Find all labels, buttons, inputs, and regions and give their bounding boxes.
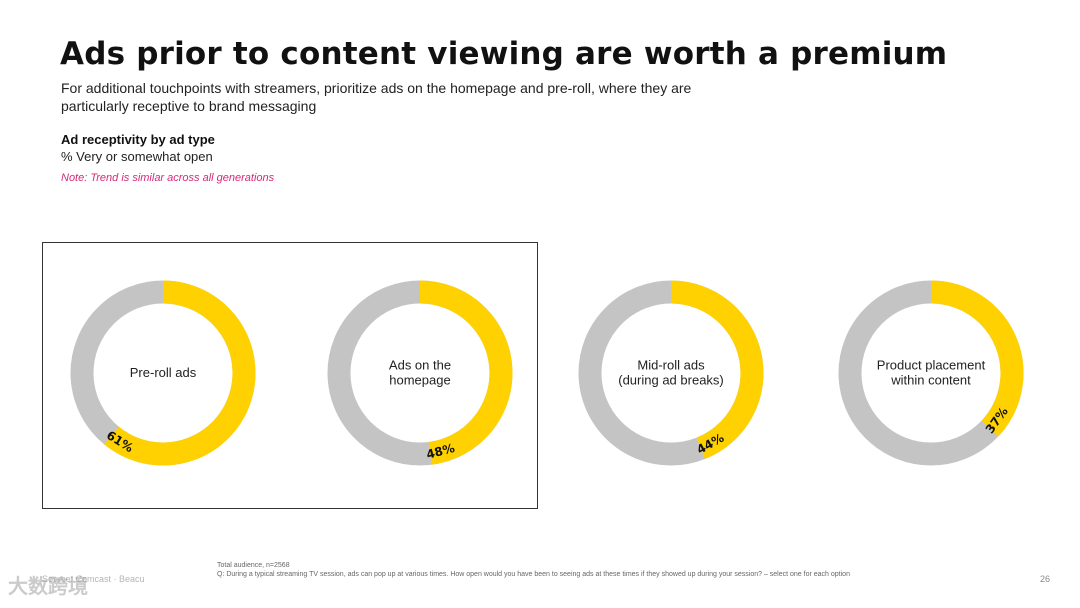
donut-category-label: homepage: [389, 373, 450, 388]
footnote-question: Q: During a typical streaming TV session…: [217, 571, 850, 578]
donut-category-label: within content: [890, 373, 971, 388]
page-number: 26: [1040, 574, 1051, 584]
donut-category-label: Product placement: [877, 358, 986, 373]
donut-category-label: Pre-roll ads: [130, 365, 197, 380]
donut-value-arc-product-placement-within-content: [930, 280, 1024, 437]
donut-value-arc-mid-roll-ads-during-ad-breaks: [670, 280, 764, 459]
donut-value-arc-ads-on-the-homepage: [419, 280, 513, 465]
metric-title: Ad receptivity by ad type: [61, 132, 215, 147]
watermark-logo: 大数跨境: [8, 574, 88, 598]
trend-note: Note: Trend is similar across all genera…: [61, 172, 275, 184]
footnote: Total audience, n=2568 Q: During a typic…: [217, 561, 917, 579]
source-watermark: Source: Comcast · Beacu: [42, 574, 145, 584]
donut-value-arc-pre-roll-ads: [104, 280, 256, 466]
donut-category-label: (during ad breaks): [618, 373, 724, 388]
donut-category-label: Mid-roll ads: [637, 358, 705, 373]
highlight-box: [42, 242, 538, 509]
page-subtitle: For additional touchpoints with streamer…: [61, 80, 692, 114]
footnote-base: Total audience, n=2568: [217, 562, 290, 569]
metric-subtitle: % Very or somewhat open: [61, 149, 213, 164]
donut-category-label: Ads on the: [389, 358, 451, 373]
page-title: Ads prior to content viewing are worth a…: [60, 36, 948, 72]
